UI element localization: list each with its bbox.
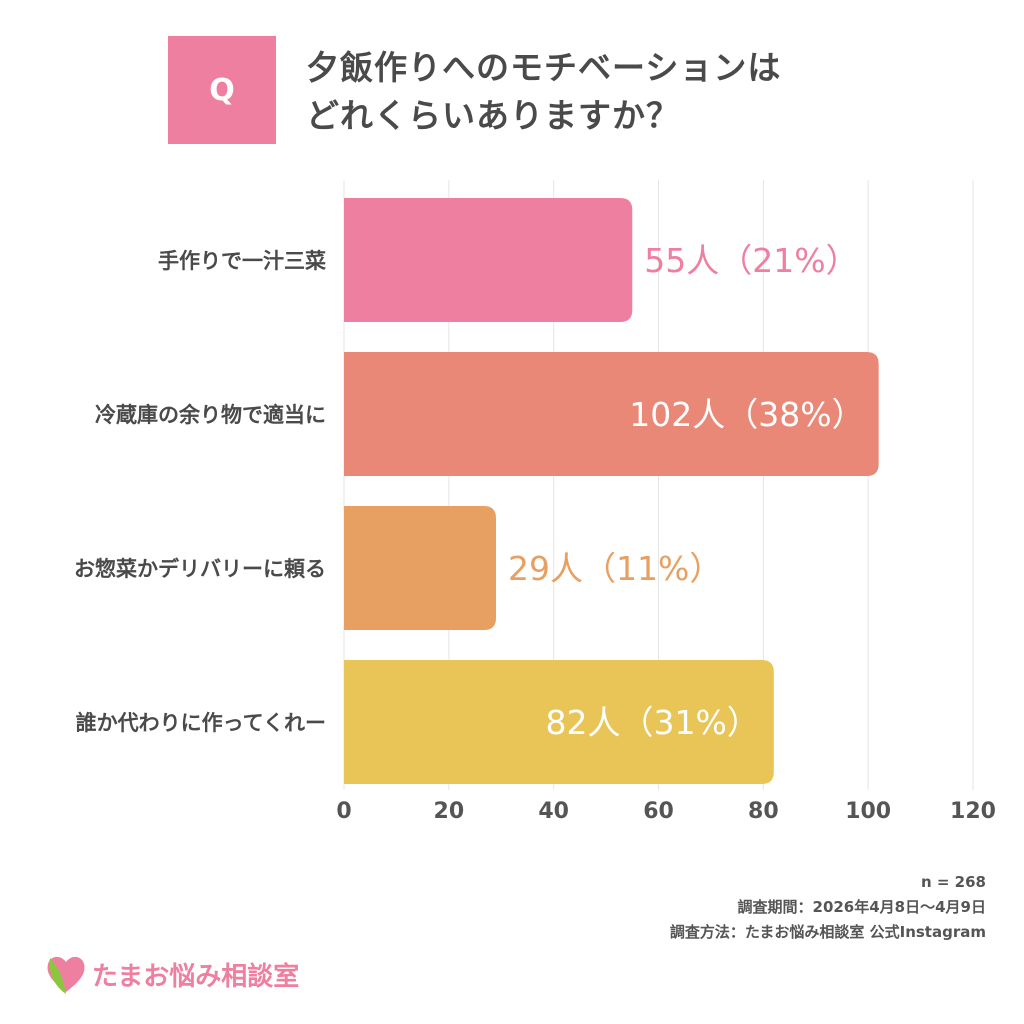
- bar: [344, 506, 497, 630]
- bar: [344, 352, 879, 476]
- question-badge: Q: [168, 36, 276, 144]
- category-label: 手作りで一汁三菜: [158, 249, 326, 273]
- question-line-1: 夕飯作りへのモチベーションは: [306, 48, 782, 87]
- bar: [344, 660, 774, 784]
- data-label: 102人（38%）: [629, 395, 864, 434]
- survey-period: 調査期間：2026年4月8日〜4月9日: [737, 898, 987, 916]
- data-label: 82人（31%）: [545, 703, 759, 742]
- data-label: 55人（21%）: [644, 241, 858, 280]
- logo-text: たまお悩み相談室: [92, 961, 300, 992]
- x-tick-label: 100: [845, 799, 891, 824]
- data-label: 29人（11%）: [508, 549, 722, 588]
- category-label: 冷蔵庫の余り物で適当に: [95, 403, 326, 427]
- x-tick-label: 0: [336, 799, 351, 824]
- heart-leaf-icon: [47, 956, 85, 994]
- category-label: お惣菜かデリバリーに頼る: [74, 557, 326, 581]
- bar-chart: 0 20 40 60 80 100 120 手作りで一汁三菜 55人（21%） 冷蔵庫の余り物で適…: [74, 180, 996, 824]
- x-tick-label: 60: [643, 799, 674, 824]
- question-line-2: どれくらいありますか？: [306, 96, 680, 135]
- x-tick-label: 40: [538, 799, 569, 824]
- survey-method: 調査方法：たまお悩み相談室 公式Instagram: [669, 923, 986, 941]
- category-label: 誰か代わりに作ってくれー: [76, 711, 326, 735]
- logo: たまお悩み相談室: [46, 952, 299, 996]
- bar: [344, 198, 633, 322]
- footer-notes: n = 268 調査期間：2026年4月8日〜4月9日 調査方法：たまお悩み相談…: [670, 870, 986, 945]
- question-title: 夕飯作りへのモチベーションは どれくらいありますか？: [306, 44, 781, 140]
- sample-size: n = 268: [920, 873, 986, 891]
- x-tick-label: 20: [434, 799, 465, 824]
- x-tick-label: 120: [950, 799, 996, 824]
- x-tick-label: 80: [748, 799, 779, 824]
